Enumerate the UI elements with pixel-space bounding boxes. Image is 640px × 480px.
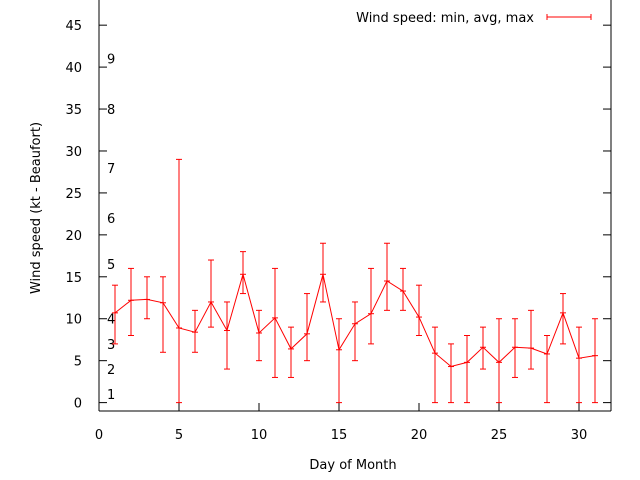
- x-ticks: 0 5 10 15 20 25 30: [95, 403, 587, 443]
- series-layer: [112, 158, 598, 404]
- y-tick-label: 45: [65, 19, 82, 34]
- y-axis-label: Wind speed (kt - Beaufort): [29, 122, 44, 294]
- beaufort-label: 8: [107, 103, 115, 118]
- x-tick-label: 25: [491, 428, 508, 443]
- beaufort-labels: 1 2 3 4 5 6 7 8 9: [107, 53, 115, 404]
- beaufort-label: 7: [107, 162, 115, 177]
- beaufort-label: 4: [107, 313, 115, 328]
- legend: Wind speed: min, avg, max: [356, 11, 592, 26]
- beaufort-label: 9: [107, 53, 115, 68]
- y-tick-label: 25: [65, 187, 82, 202]
- x-tick-label: 30: [571, 428, 588, 443]
- x-tick-label: 15: [331, 428, 348, 443]
- x-tick-label: 20: [411, 428, 428, 443]
- x-tick-label: 5: [175, 428, 183, 443]
- y-tick-label: 20: [65, 229, 82, 244]
- y-tick-label: 0: [74, 397, 82, 412]
- y-tick-label: 40: [65, 61, 82, 76]
- beaufort-label: 5: [107, 258, 115, 273]
- plot-frame: [98, 0, 612, 412]
- y-tick-label: 5: [74, 355, 82, 370]
- x-axis-label: Day of Month: [309, 458, 396, 473]
- x-tick-label: 0: [95, 428, 103, 443]
- y-tick-label: 30: [65, 145, 82, 160]
- x-tick-label: 10: [251, 428, 268, 443]
- beaufort-label: 3: [107, 338, 115, 353]
- y-tick-label: 15: [65, 271, 82, 286]
- beaufort-label: 6: [107, 212, 115, 227]
- y-tick-label: 35: [65, 103, 82, 118]
- legend-label: Wind speed: min, avg, max: [356, 11, 534, 26]
- y-tick-label: 10: [65, 313, 82, 328]
- beaufort-label: 1: [107, 388, 115, 403]
- beaufort-label: 2: [107, 363, 115, 378]
